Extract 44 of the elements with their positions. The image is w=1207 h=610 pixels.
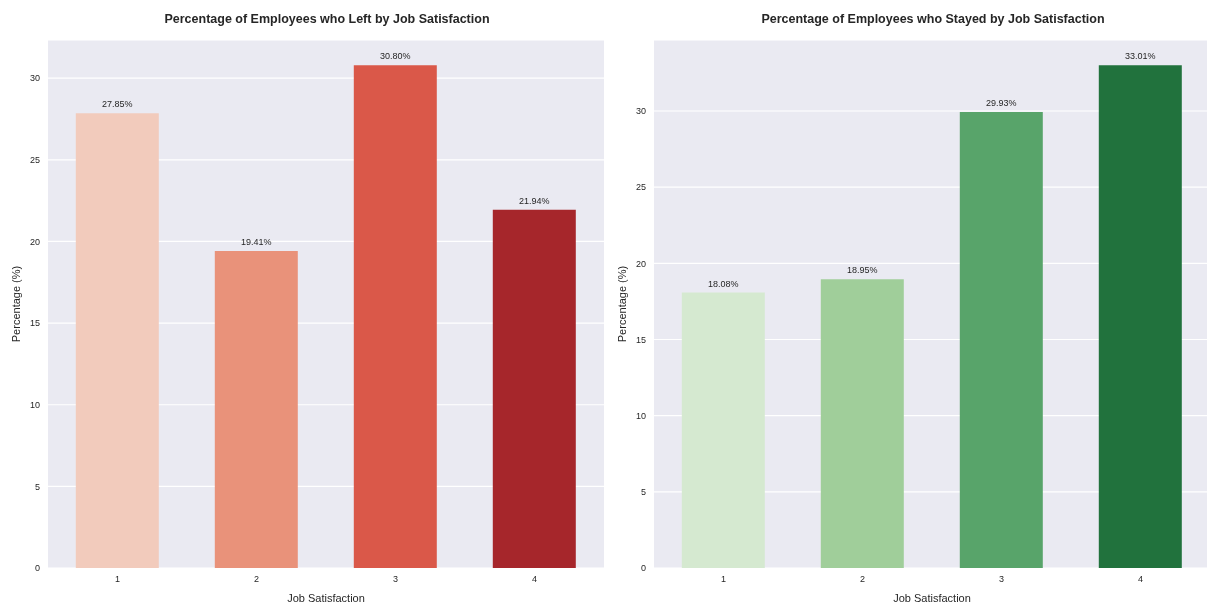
y-tick-label: 15 (29, 318, 40, 329)
data-label: 29.93% (986, 98, 1017, 109)
chart-title: Percentage of Employees who Stayed by Job Satisfaction (760, 11, 1106, 28)
y-tick-label: 25 (635, 182, 646, 193)
data-label: 33.01% (1125, 51, 1156, 62)
bar (492, 209, 576, 568)
y-tick-label: 0 (640, 563, 646, 574)
y-tick-label: 5 (34, 481, 40, 492)
bar (75, 113, 159, 568)
y-tick-label: 20 (29, 236, 40, 247)
y-tick-label: 30 (29, 73, 40, 84)
x-axis-title: Job Satisfaction (893, 592, 971, 604)
bar (353, 65, 437, 568)
bar (681, 292, 765, 568)
x-tick-label: 3 (392, 574, 399, 585)
bar (820, 279, 904, 568)
x-tick-label: 3 (998, 574, 1005, 585)
chart-title: Percentage of Employees who Left by Job Satisfaction (163, 11, 491, 28)
data-label: 18.08% (708, 278, 739, 289)
y-tick-label: 5 (640, 487, 646, 498)
x-tick-label: 1 (114, 574, 121, 585)
x-tick-label: 4 (531, 574, 538, 585)
x-tick-label: 1 (720, 574, 727, 585)
y-tick-label: 15 (635, 334, 646, 345)
bar (959, 112, 1043, 568)
bar (1098, 65, 1182, 568)
y-tick-label: 20 (635, 258, 646, 269)
y-tick-label: 30 (635, 106, 646, 117)
data-label: 30.80% (380, 51, 411, 62)
y-tick-label: 0 (34, 563, 40, 574)
y-tick-label: 10 (29, 399, 40, 410)
data-label: 18.95% (847, 265, 878, 276)
y-axis-title: Percentage (%) (9, 265, 22, 343)
x-tick-label: 2 (859, 574, 866, 585)
data-label: 21.94% (519, 195, 550, 206)
x-tick-label: 2 (253, 574, 260, 585)
y-axis-title: Percentage (%) (615, 265, 628, 343)
bar (214, 251, 298, 568)
y-tick-label: 10 (635, 410, 646, 421)
x-axis-title: Job Satisfaction (287, 592, 365, 604)
x-tick-label: 4 (1137, 574, 1144, 585)
y-tick-label: 25 (29, 155, 40, 166)
data-label: 19.41% (241, 237, 272, 248)
data-label: 27.85% (102, 99, 133, 110)
